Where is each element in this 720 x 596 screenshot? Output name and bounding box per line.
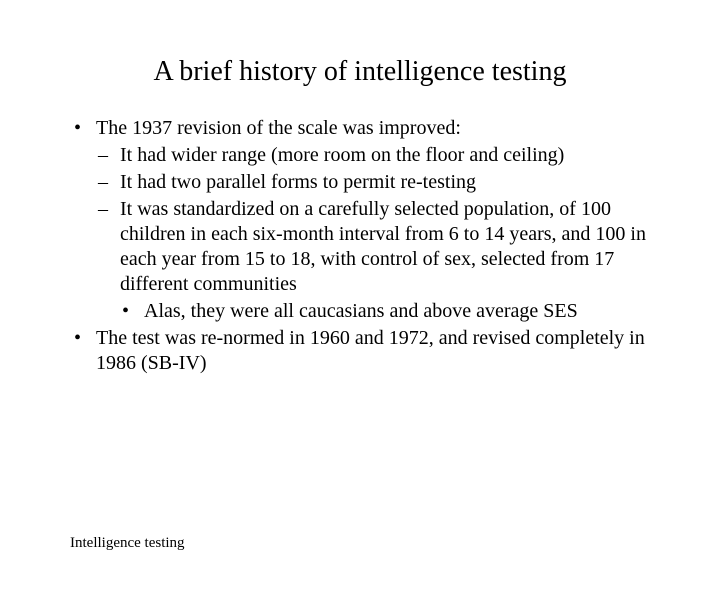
slide-body: The 1937 revision of the scale was impro… (72, 116, 680, 376)
bullet-text: It was standardized on a carefully selec… (120, 198, 646, 295)
subsub-bullet-item: Alas, they were all caucasians and above… (120, 299, 680, 324)
bullet-text: The test was re-normed in 1960 and 1972,… (96, 327, 645, 374)
bullet-text: It had wider range (more room on the flo… (120, 144, 564, 166)
sub-bullet-item: It had two parallel forms to permit re-t… (96, 170, 680, 195)
bullet-item: The 1937 revision of the scale was impro… (72, 116, 680, 324)
bullet-text: It had two parallel forms to permit re-t… (120, 171, 476, 193)
sub-bullet-item: It was standardized on a carefully selec… (96, 197, 680, 324)
bullet-text: Alas, they were all caucasians and above… (144, 300, 578, 322)
slide-footer: Intelligence testing (70, 535, 185, 552)
slide: A brief history of intelligence testing … (0, 56, 720, 596)
bullet-item: The test was re-normed in 1960 and 1972,… (72, 326, 680, 376)
bullet-list: The 1937 revision of the scale was impro… (72, 116, 680, 376)
subsub-bullet-list: Alas, they were all caucasians and above… (120, 299, 680, 324)
bullet-text: The 1937 revision of the scale was impro… (96, 117, 461, 139)
slide-title: A brief history of intelligence testing (0, 56, 720, 88)
sub-bullet-list: It had wider range (more room on the flo… (96, 143, 680, 324)
sub-bullet-item: It had wider range (more room on the flo… (96, 143, 680, 168)
